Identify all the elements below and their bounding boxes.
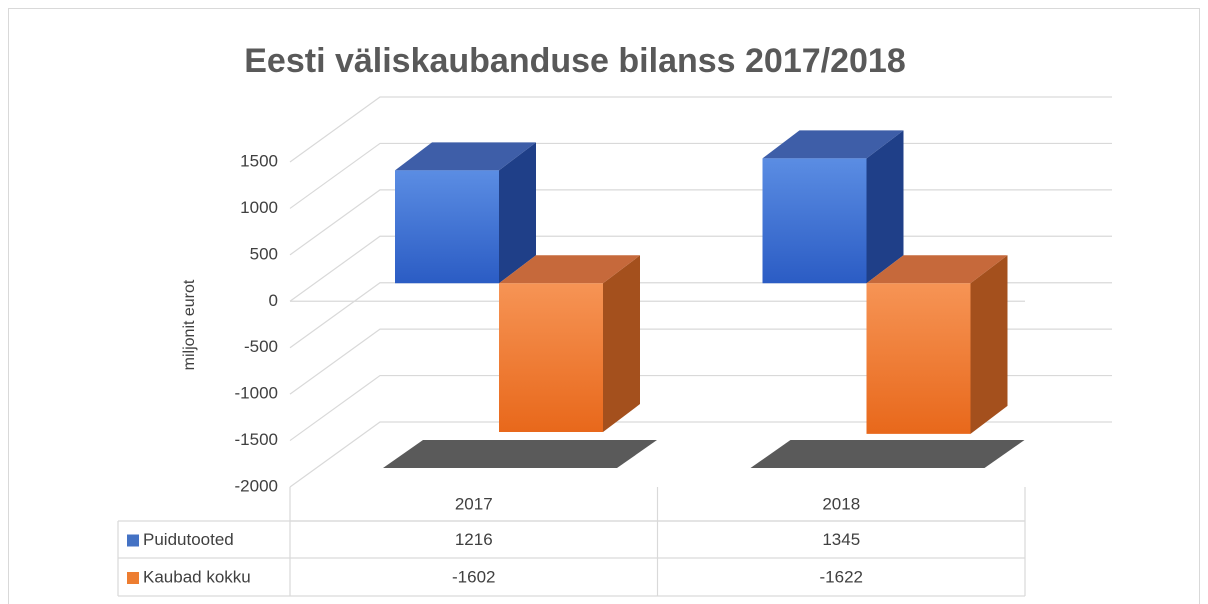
legend-label: Kaubad kokku: [143, 567, 251, 586]
bar-side: [499, 142, 536, 284]
y-tick-label: -1500: [235, 430, 278, 449]
y-tick-label: 1000: [240, 198, 278, 217]
bar: [395, 142, 536, 284]
legend-label: Puidutooted: [143, 530, 234, 549]
shadow: [383, 440, 657, 468]
grid-line: [289, 96, 1112, 163]
bar-front: [499, 283, 603, 433]
legend-swatch: [127, 534, 139, 547]
table-value: 1216: [455, 530, 493, 549]
table-value: 1345: [822, 530, 860, 549]
bar: [499, 255, 640, 433]
table-value: -1602: [452, 567, 495, 586]
x-tick-label: 2018: [822, 494, 860, 513]
bar-top: [395, 142, 536, 171]
x-tick-label: 2017: [455, 494, 493, 513]
bar-side: [970, 255, 1008, 434]
bar-side: [866, 130, 904, 284]
y-tick-label: -500: [244, 337, 278, 356]
y-axis-title: miljonit eurot: [181, 279, 198, 370]
bar: [762, 130, 904, 284]
shadow: [750, 440, 1025, 468]
bar-front: [866, 283, 971, 434]
y-tick-label: -1000: [235, 384, 278, 403]
bar-front: [762, 158, 867, 284]
legend-swatch: [127, 572, 139, 584]
bar: [866, 255, 1008, 434]
y-tick-label: -2000: [235, 476, 278, 495]
bar-side: [603, 255, 640, 433]
y-tick-label: 500: [250, 244, 278, 263]
bar-top: [499, 255, 640, 284]
table-value: -1622: [820, 567, 863, 586]
y-tick-label: 1500: [240, 151, 278, 170]
bar-top: [762, 130, 904, 159]
y-tick-label: 0: [269, 291, 278, 310]
bar-top: [866, 255, 1008, 284]
chart-title: Eesti väliskaubanduse bilanss 2017/2018: [244, 42, 906, 80]
bar-front: [395, 170, 499, 284]
